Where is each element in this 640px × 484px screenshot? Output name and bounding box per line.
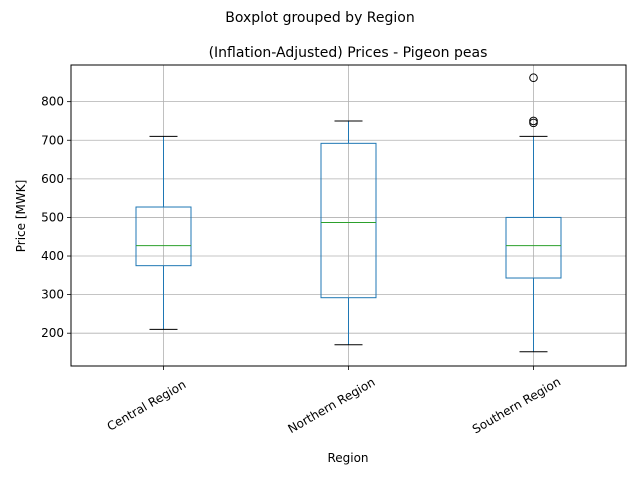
- box-iqr: [320, 142, 377, 299]
- x-axis-label: Region: [327, 451, 368, 465]
- x-ticks: Central Region Northern Region Southern Re…: [105, 366, 563, 436]
- chart-title: (Inflation-Adjusted) Prices - Pigeon pea…: [209, 45, 488, 61]
- box-group: [135, 135, 192, 330]
- outlier-point: [529, 116, 538, 126]
- box-iqr: [505, 216, 562, 279]
- y-tick-label: 600: [41, 172, 64, 186]
- box-iqr: [135, 206, 192, 267]
- y-axis-label: Price [MWK]: [14, 180, 28, 253]
- x-tick-label: Northern Region: [285, 375, 377, 436]
- y-tick-label: 400: [41, 249, 64, 263]
- outlier-point: [529, 73, 538, 83]
- box-group: [505, 73, 562, 353]
- y-tick-label: 300: [41, 288, 64, 302]
- box-group: [320, 120, 377, 346]
- y-ticks: 200 300 400 500 600 700 800: [41, 95, 71, 340]
- y-tick-label: 800: [41, 95, 64, 109]
- y-tick-label: 200: [41, 326, 64, 340]
- x-tick-label: Central Region: [105, 377, 189, 433]
- x-tick-label: Southern Region: [470, 375, 563, 437]
- boxes: [135, 73, 562, 353]
- y-tick-label: 500: [41, 210, 64, 224]
- y-tick-label: 700: [41, 133, 64, 147]
- chart-suptitle: Boxplot grouped by Region: [225, 10, 414, 26]
